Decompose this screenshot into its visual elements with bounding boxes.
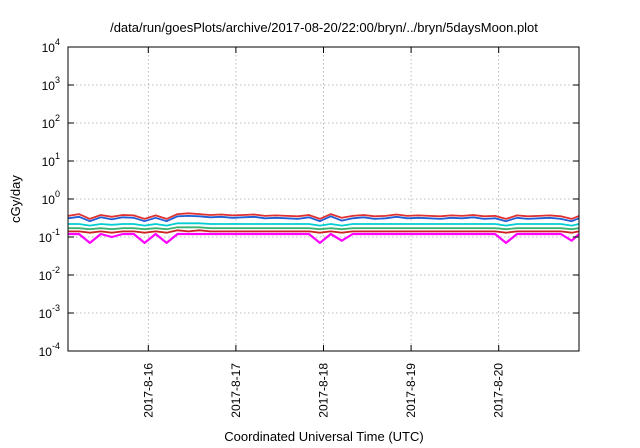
y-tick-exponent: -2 (52, 265, 60, 275)
chart-title: /data/run/goesPlots/archive/2017-08-20/2… (110, 20, 538, 35)
x-tick-label: 2017-8-17 (229, 363, 243, 418)
series-line-1 (68, 232, 580, 244)
y-tick-exponent: 2 (55, 113, 60, 123)
y-tick-exponent: 1 (55, 151, 60, 161)
y-tick-exponent: -1 (52, 227, 60, 237)
y-tick-exponent: 4 (55, 37, 60, 47)
x-tick-label: 2017-8-18 (317, 363, 331, 418)
series-line-5 (67, 212, 580, 220)
y-tick-exponent: 0 (55, 189, 60, 199)
y-tick-exponent: -3 (52, 303, 60, 313)
x-axis-ticks: 2017-8-16 2017-8-17 2017-8-18 2017-8-19 2017… (141, 47, 506, 418)
series-line-2 (68, 229, 580, 234)
grid-lines (68, 47, 579, 351)
y-tick-label: 100 (42, 189, 60, 207)
y-tick-label: 102 (42, 113, 60, 131)
x-axis-label: Coordinated Universal Time (UTC) (224, 429, 423, 444)
series-line-4 (68, 222, 580, 227)
y-axis-label: cGy/day (8, 175, 23, 223)
x-tick-label: 2017-8-16 (141, 363, 155, 418)
y-tick-label: 10-2 (39, 265, 60, 283)
y-tick-exponent: -4 (52, 341, 60, 351)
y-tick-label: 10-4 (39, 341, 60, 359)
y-tick-exponent: 3 (55, 75, 60, 85)
y-tick-label: 103 (42, 75, 60, 93)
y-tick-label: 101 (42, 151, 60, 169)
series-group (67, 212, 580, 244)
series-line-3 (68, 226, 580, 231)
x-tick-label: 2017-8-19 (404, 363, 418, 418)
series-line-6 (67, 214, 580, 223)
y-tick-label: 10-1 (39, 227, 60, 245)
x-tick-label: 2017-8-20 (492, 363, 506, 418)
y-tick-label: 104 (42, 37, 60, 55)
y-tick-label: 10-3 (39, 303, 60, 321)
